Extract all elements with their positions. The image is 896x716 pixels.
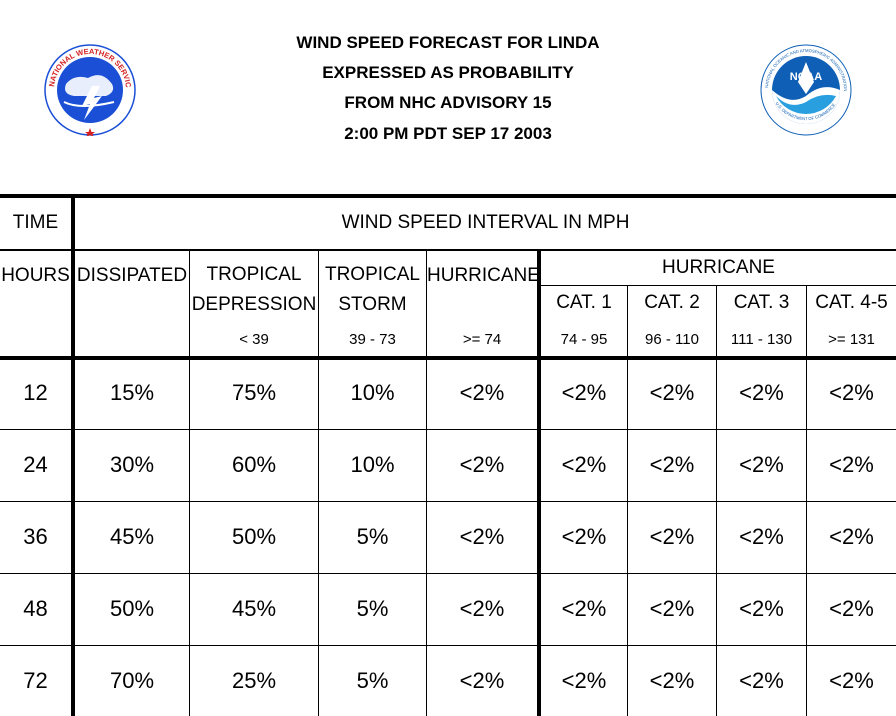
probability-cell: <2% (829, 668, 874, 693)
header-bottom-border (0, 356, 896, 360)
dissipated-label: DISSIPATED (76, 265, 188, 286)
noaa-logo: NOAA NATIONAL OCEANIC AND ATMOSPHERIC AD… (760, 44, 852, 136)
probability-cell: 50% (231, 524, 277, 549)
probability-cell: <2% (739, 596, 784, 621)
probability-cell: <2% (829, 380, 874, 405)
table-top-border (0, 194, 896, 198)
probability-cell: <2% (739, 380, 784, 405)
probability-cell: <2% (561, 668, 607, 693)
hu-label: HURRICANE (427, 265, 540, 286)
row-hours: 72 (23, 668, 48, 693)
hu-range: >= 74 (462, 331, 502, 348)
probability-cell: <2% (739, 668, 784, 693)
probability-cell: 75% (231, 380, 277, 405)
ts-label-1: TROPICAL (324, 264, 421, 285)
interval-label: WIND SPEED INTERVAL IN MPH (341, 212, 630, 233)
cat45-label: CAT. 4-5 (815, 292, 888, 313)
col-divider-1 (189, 250, 190, 716)
probability-cell: <2% (561, 452, 607, 477)
cat3-label: CAT. 3 (733, 292, 790, 313)
col-divider-7 (806, 286, 807, 716)
probability-cell: <2% (829, 524, 874, 549)
col-divider-5 (627, 286, 628, 716)
probability-cell: <2% (739, 452, 784, 477)
cat1-range: 74 - 95 (560, 331, 608, 348)
nws-logo-icon: NATIONAL WEATHER SERVICE (41, 37, 136, 137)
probability-cell: <2% (649, 524, 695, 549)
nws-logo: NATIONAL WEATHER SERVICE (41, 37, 136, 137)
row-divider-2 (0, 501, 896, 502)
hours-label: HOURS (1, 265, 70, 286)
td-label-2: DEPRESSION (191, 294, 317, 315)
probability-cell: <2% (459, 668, 505, 693)
cat45-range: >= 131 (828, 331, 875, 348)
title-line-3: FROM NHC ADVISORY 15 (344, 93, 552, 112)
col-divider-6 (716, 286, 717, 716)
probability-cell: 10% (350, 452, 395, 477)
row-divider-3 (0, 573, 896, 574)
probability-cell: <2% (739, 524, 784, 549)
probability-cell: <2% (459, 380, 505, 405)
probability-cell: 5% (356, 668, 389, 693)
probability-cell: 45% (109, 524, 155, 549)
cat2-label: CAT. 2 (644, 292, 700, 313)
title-line-2: EXPRESSED AS PROBABILITY (322, 63, 574, 82)
cat3-range: 111 - 130 (730, 331, 793, 348)
probability-cell: <2% (829, 452, 874, 477)
header-divider (0, 249, 896, 251)
td-range: < 39 (239, 331, 269, 348)
col-divider-3 (426, 250, 427, 716)
probability-cell: <2% (649, 380, 695, 405)
noaa-logo-icon: NOAA NATIONAL OCEANIC AND ATMOSPHERIC AD… (760, 44, 852, 136)
probability-cell: <2% (649, 452, 695, 477)
probability-cell: 25% (231, 668, 277, 693)
hurricane-group-divider (539, 285, 896, 286)
probability-cell: 50% (109, 596, 155, 621)
cat2-range: 96 - 110 (645, 331, 699, 348)
td-label-1: TROPICAL (206, 264, 302, 285)
probability-cell: <2% (459, 596, 505, 621)
cat1-label: CAT. 1 (556, 292, 612, 313)
probability-cell: <2% (561, 380, 607, 405)
probability-cell: <2% (561, 596, 607, 621)
row-hours: 24 (23, 452, 48, 477)
title-line-1: WIND SPEED FORECAST FOR LINDA (296, 33, 600, 52)
probability-cell: 30% (109, 452, 155, 477)
row-divider-1 (0, 429, 896, 430)
row-divider-4 (0, 645, 896, 646)
probability-cell: 15% (109, 380, 155, 405)
svg-text:NOAA: NOAA (790, 71, 822, 83)
row-hours: 12 (23, 380, 48, 405)
col-divider-2 (318, 250, 319, 716)
probability-cell: <2% (829, 596, 874, 621)
hurricane-group-label: HURRICANE (662, 257, 775, 278)
ts-range: 39 - 73 (349, 331, 396, 348)
probability-cell: 10% (350, 380, 395, 405)
probability-cell: 60% (231, 452, 277, 477)
probability-cell: <2% (459, 452, 505, 477)
probability-cell: 45% (231, 596, 277, 621)
probability-cell: 5% (356, 596, 389, 621)
probability-cell: <2% (459, 524, 505, 549)
title-line-4: 2:00 PM PDT SEP 17 2003 (344, 124, 552, 143)
probability-cell: 5% (356, 524, 389, 549)
row-hours: 36 (23, 524, 48, 549)
probability-cell: <2% (649, 668, 695, 693)
probability-cell: <2% (649, 596, 695, 621)
row-hours: 48 (23, 596, 48, 621)
probability-cell: <2% (561, 524, 607, 549)
col-divider-time (71, 196, 75, 716)
ts-label-2: STORM (338, 294, 407, 315)
time-label: TIME (12, 212, 59, 233)
probability-cell: 70% (109, 668, 155, 693)
col-divider-hurricane (537, 250, 541, 716)
